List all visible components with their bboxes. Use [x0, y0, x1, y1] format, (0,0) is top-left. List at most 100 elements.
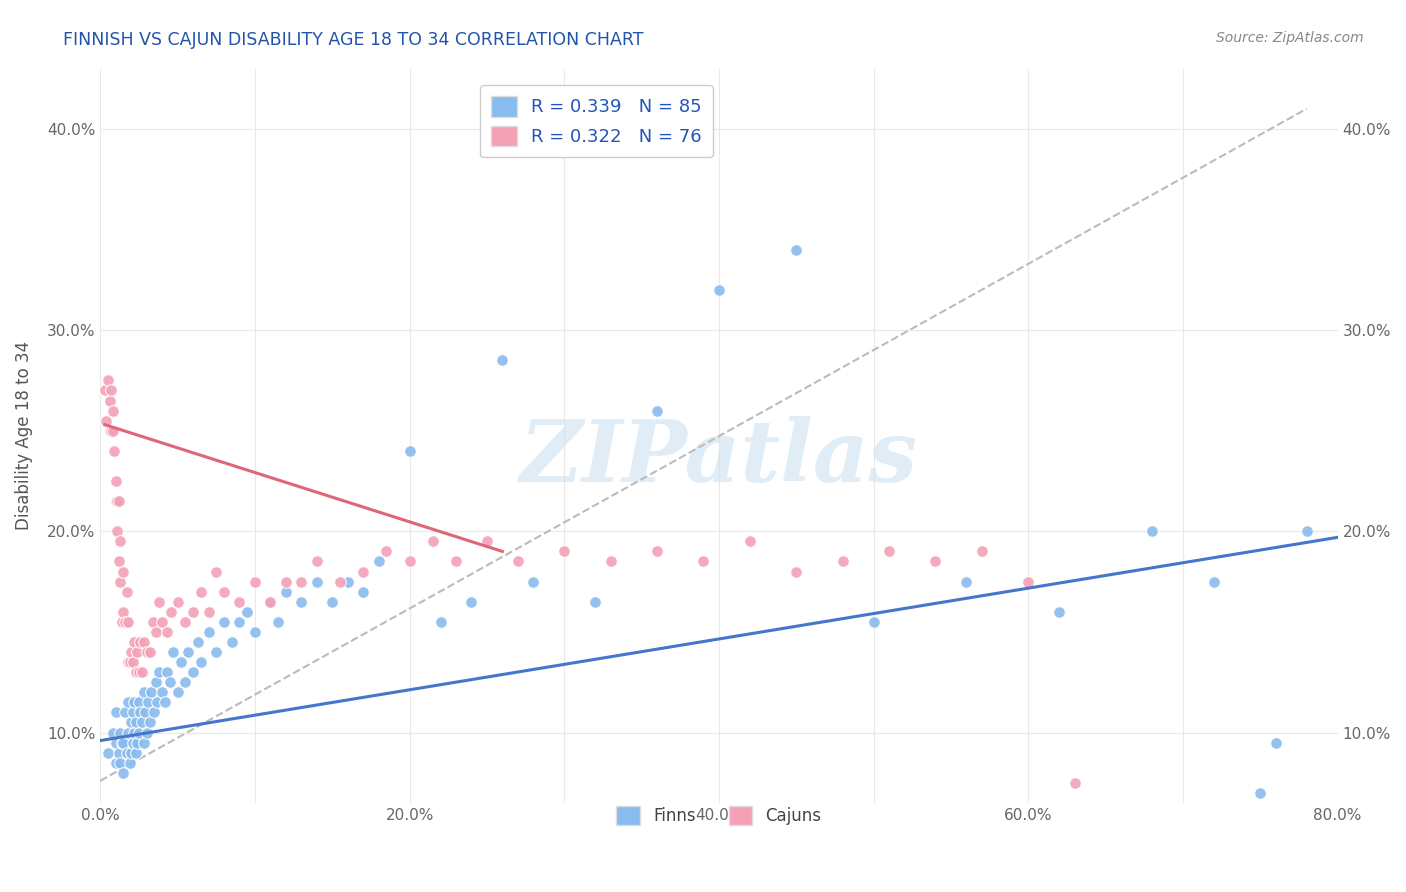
Point: [429, 615, 451, 629]
Point: [422, 534, 444, 549]
Point: [460, 595, 482, 609]
Point: [190, 655, 212, 669]
Point: [131, 715, 153, 730]
Point: [290, 574, 312, 589]
Point: [98, 393, 121, 408]
Point: [197, 624, 219, 639]
Point: [117, 655, 139, 669]
Point: [506, 554, 529, 568]
Point: [125, 715, 148, 730]
Point: [110, 725, 132, 739]
Point: [124, 725, 146, 739]
Point: [103, 443, 125, 458]
Point: [124, 635, 146, 649]
Point: [100, 424, 122, 438]
Point: [174, 615, 197, 629]
Point: [139, 645, 162, 659]
Point: [127, 736, 149, 750]
Point: [104, 706, 127, 720]
Point: [692, 554, 714, 568]
Point: [148, 665, 170, 680]
Point: [128, 695, 150, 709]
Point: [141, 685, 163, 699]
Point: [129, 706, 152, 720]
Point: [117, 695, 139, 709]
Point: [98, 424, 121, 438]
Text: ZIPatlas: ZIPatlas: [520, 416, 918, 500]
Point: [645, 544, 668, 558]
Point: [1295, 524, 1317, 539]
Point: [105, 524, 128, 539]
Point: [274, 584, 297, 599]
Point: [108, 746, 131, 760]
Point: [136, 695, 159, 709]
Point: [329, 574, 352, 589]
Point: [94, 384, 117, 398]
Point: [305, 554, 328, 568]
Point: [97, 373, 120, 387]
Point: [707, 283, 730, 297]
Point: [112, 736, 135, 750]
Point: [177, 645, 200, 659]
Y-axis label: Disability Age 18 to 34: Disability Age 18 to 34: [15, 341, 32, 531]
Point: [924, 554, 946, 568]
Point: [121, 736, 143, 750]
Point: [134, 706, 156, 720]
Point: [159, 675, 181, 690]
Point: [111, 615, 134, 629]
Point: [785, 243, 807, 257]
Point: [1140, 524, 1163, 539]
Point: [1047, 605, 1070, 619]
Point: [112, 605, 135, 619]
Point: [108, 554, 131, 568]
Point: [120, 715, 142, 730]
Point: [160, 605, 183, 619]
Point: [118, 655, 141, 669]
Point: [166, 595, 188, 609]
Point: [129, 635, 152, 649]
Point: [120, 645, 142, 659]
Point: [181, 605, 204, 619]
Point: [131, 665, 153, 680]
Point: [970, 544, 993, 558]
Point: [155, 695, 177, 709]
Point: [124, 695, 146, 709]
Point: [125, 665, 148, 680]
Point: [645, 403, 668, 417]
Point: [831, 554, 853, 568]
Point: [259, 595, 281, 609]
Point: [877, 544, 900, 558]
Point: [267, 615, 290, 629]
Point: [398, 443, 420, 458]
Point: [475, 534, 498, 549]
Point: [114, 615, 136, 629]
Point: [104, 494, 127, 508]
Legend: Finns, Cajuns: Finns, Cajuns: [606, 796, 831, 835]
Point: [1017, 574, 1039, 589]
Point: [738, 534, 761, 549]
Point: [352, 584, 374, 599]
Point: [212, 615, 235, 629]
Point: [104, 756, 127, 770]
Point: [121, 706, 143, 720]
Point: [187, 635, 209, 649]
Point: [212, 584, 235, 599]
Point: [955, 574, 977, 589]
Point: [1202, 574, 1225, 589]
Point: [143, 706, 166, 720]
Point: [101, 725, 124, 739]
Point: [139, 715, 162, 730]
Point: [166, 685, 188, 699]
Point: [599, 554, 621, 568]
Point: [97, 746, 120, 760]
Point: [115, 584, 138, 599]
Point: [148, 595, 170, 609]
Point: [243, 574, 266, 589]
Point: [205, 565, 228, 579]
Point: [243, 624, 266, 639]
Point: [115, 746, 138, 760]
Point: [228, 595, 250, 609]
Point: [142, 615, 165, 629]
Point: [181, 665, 204, 680]
Point: [132, 685, 155, 699]
